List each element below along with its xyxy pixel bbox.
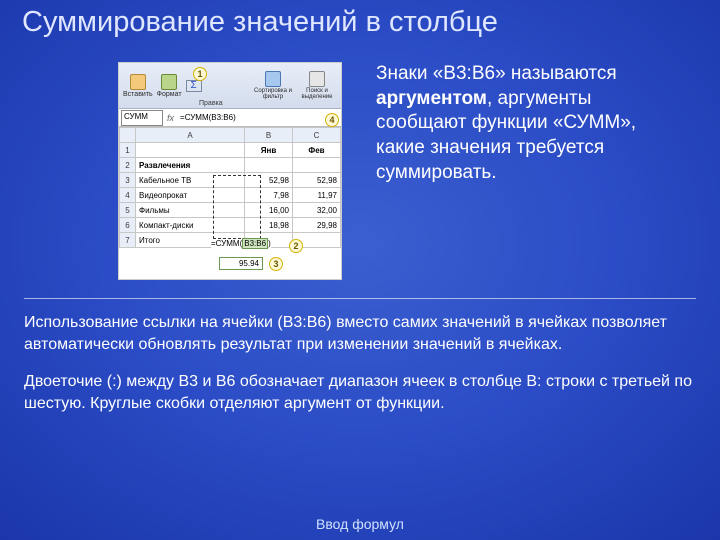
ribbon-format: Формат bbox=[157, 74, 182, 98]
cell: Развлечения bbox=[136, 158, 245, 173]
formula-bar: СУММ fx =СУММ(B3:B6) bbox=[119, 109, 341, 127]
cell: 11,97 bbox=[293, 188, 341, 203]
slide-title: Суммирование значений в столбце bbox=[22, 6, 498, 39]
cell: 32,00 bbox=[293, 203, 341, 218]
name-box: СУММ bbox=[121, 110, 163, 126]
row-hdr: 2 bbox=[120, 158, 136, 173]
format-icon bbox=[161, 74, 177, 90]
spreadsheet-grid: A B C 1 ЯнвФев 2Развлечения 3Кабельное ТВ… bbox=[119, 127, 341, 248]
cell: 18,98 bbox=[245, 218, 293, 233]
col-a-header: A bbox=[136, 128, 245, 143]
sigma-icon: Σ bbox=[186, 80, 202, 92]
rt-bold: аргументом bbox=[376, 88, 487, 109]
paste-icon bbox=[130, 74, 146, 90]
corner-cell bbox=[120, 128, 136, 143]
find-icon bbox=[309, 71, 325, 87]
ribbon-format-label: Формат bbox=[157, 91, 182, 98]
cell: 16,00 bbox=[245, 203, 293, 218]
cell: 52,98 bbox=[293, 173, 341, 188]
col-c-header: C bbox=[293, 128, 341, 143]
callout-2: 2 bbox=[289, 239, 303, 253]
cell: 29,98 bbox=[293, 218, 341, 233]
ribbon: Вставить Формат Σ Сортировка и фильтр По… bbox=[119, 63, 341, 109]
divider bbox=[24, 298, 696, 299]
cell bbox=[136, 143, 245, 158]
formula-arg: B3:B6 bbox=[242, 238, 268, 249]
sort-icon bbox=[265, 71, 281, 87]
footer: Ввод формул bbox=[0, 516, 720, 532]
formula-input: =СУММ(B3:B6) bbox=[178, 113, 341, 122]
fx-label: fx bbox=[167, 113, 174, 123]
cell: 7,98 bbox=[245, 188, 293, 203]
row-hdr: 1 bbox=[120, 143, 136, 158]
excel-screenshot: Вставить Формат Σ Сортировка и фильтр По… bbox=[118, 62, 342, 280]
row-hdr: 5 bbox=[120, 203, 136, 218]
body-p2: Двоеточие (:) между B3 и B6 обозначает д… bbox=[24, 371, 704, 414]
cell: Янв bbox=[245, 143, 293, 158]
col-b-header: B bbox=[245, 128, 293, 143]
body-p1: Использование ссылки на ячейки (B3:B6) в… bbox=[24, 312, 704, 355]
active-cell-formula: =СУММ(B3:B6) bbox=[211, 239, 271, 248]
callout-4: 4 bbox=[325, 113, 339, 127]
cell bbox=[245, 158, 293, 173]
cell: Видеопрокат bbox=[136, 188, 245, 203]
ribbon-paste-label: Вставить bbox=[123, 91, 153, 98]
cell: Фев bbox=[293, 143, 341, 158]
row-hdr: 7 bbox=[120, 233, 136, 248]
row-hdr: 4 bbox=[120, 188, 136, 203]
right-explanation: Знаки «B3:B6» называются аргументом, арг… bbox=[376, 62, 676, 185]
cell: Компакт-диски bbox=[136, 218, 245, 233]
formula-suffix: ) bbox=[268, 239, 271, 248]
cell: 52,98 bbox=[245, 173, 293, 188]
result-box: 95.94 bbox=[219, 257, 263, 270]
ribbon-sort: Сортировка и фильтр bbox=[253, 71, 293, 100]
rt-a: Знаки «B3:B6» называются bbox=[376, 63, 617, 84]
cell: Кабельное ТВ bbox=[136, 173, 245, 188]
ribbon-group-label: Правка bbox=[199, 100, 223, 107]
formula-prefix: =СУММ( bbox=[211, 239, 242, 248]
ribbon-sort-label: Сортировка и фильтр bbox=[253, 88, 293, 100]
row-hdr: 3 bbox=[120, 173, 136, 188]
cell bbox=[293, 158, 341, 173]
ribbon-find-label: Поиск и выделение bbox=[297, 88, 337, 100]
callout-3: 3 bbox=[269, 257, 283, 271]
body-text: Использование ссылки на ячейки (B3:B6) в… bbox=[24, 312, 704, 430]
ribbon-paste: Вставить bbox=[123, 74, 153, 98]
ribbon-find: Поиск и выделение bbox=[297, 71, 337, 100]
callout-1: 1 bbox=[193, 67, 207, 81]
row-hdr: 6 bbox=[120, 218, 136, 233]
cell: Фильмы bbox=[136, 203, 245, 218]
